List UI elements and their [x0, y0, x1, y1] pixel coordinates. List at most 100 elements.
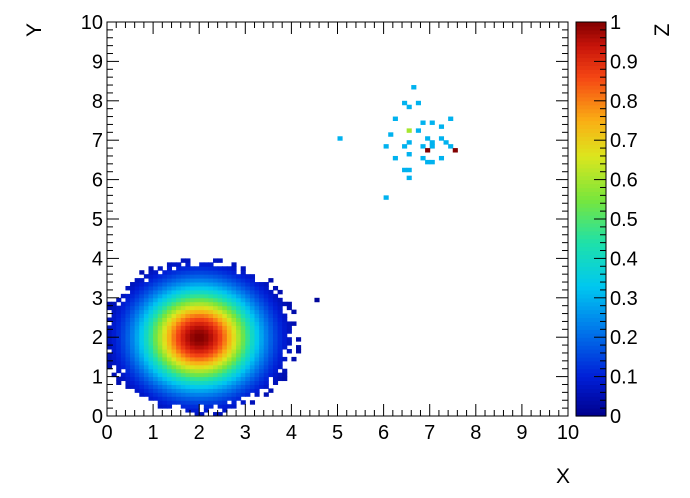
heatmap-cell [226, 376, 232, 382]
heatmap-cell [194, 380, 200, 385]
heatmap-cell [143, 333, 149, 338]
heatmap-cell [240, 278, 246, 283]
heatmap-cell [199, 266, 205, 271]
heatmap-cell [208, 305, 214, 311]
heatmap-cell [130, 337, 136, 342]
heatmap-cell [231, 333, 237, 338]
heatmap-cell [231, 317, 237, 322]
heatmap-cell [143, 341, 149, 346]
heatmap-cell [166, 282, 173, 287]
heatmap-cell [153, 372, 159, 378]
heatmap-cell [130, 317, 136, 322]
heatmap-cell [240, 368, 246, 374]
heatmap-cell [116, 341, 122, 346]
heatmap-cell [125, 349, 131, 354]
heatmap-cell [153, 392, 159, 397]
heatmap-cell [153, 282, 159, 287]
heatmap-cell [130, 285, 136, 291]
heatmap-cell [263, 360, 269, 366]
colorbar-segment [576, 112, 606, 118]
heatmap-cell [249, 282, 256, 287]
heatmap-cell [185, 293, 191, 299]
heatmap-cell [185, 368, 191, 374]
heatmap-cell [402, 167, 408, 173]
colorbar-segment [576, 372, 606, 378]
heatmap-cell [245, 285, 251, 291]
heatmap-cell [130, 341, 136, 346]
heatmap-cell [162, 321, 168, 326]
colorbar-segment [576, 270, 606, 275]
heatmap-cell [231, 404, 237, 409]
heatmap-cell [166, 285, 173, 291]
heatmap-cell [217, 384, 223, 389]
heatmap-cell [120, 376, 126, 382]
heatmap-cell [116, 325, 122, 330]
heatmap-cell [254, 293, 260, 299]
heatmap-cell [249, 325, 256, 330]
colorbar-segment [576, 352, 606, 358]
heatmap-cell [277, 317, 283, 322]
heatmap-cell [213, 352, 219, 358]
heatmap-cell [217, 356, 223, 362]
heatmap-cell [208, 388, 214, 393]
heatmap-cell [240, 329, 246, 334]
heatmap-cell [240, 313, 246, 318]
heatmap-cell [111, 352, 117, 358]
heatmap-cell [157, 278, 163, 283]
heatmap-cell [245, 392, 251, 397]
heatmap-cell [277, 329, 283, 334]
heatmap-cell [111, 356, 117, 362]
heatmap-cell [125, 333, 131, 338]
heatmap-cell [148, 282, 154, 287]
heatmap-cell [189, 345, 196, 350]
heatmap-cell [429, 144, 435, 149]
heatmap-cell [240, 321, 246, 326]
heatmap-cell [272, 313, 279, 318]
heatmap-cell [259, 317, 265, 322]
heatmap-cell [162, 341, 168, 346]
heatmap-cell [180, 380, 186, 385]
heatmap-cell [157, 305, 163, 311]
heatmap-cell [259, 333, 265, 338]
heatmap-cell [226, 384, 232, 389]
heatmap-cell [194, 270, 200, 275]
heatmap-cell [134, 297, 140, 303]
heatmap-cell [120, 341, 126, 346]
heatmap-cell [263, 368, 269, 374]
heatmap-cell [259, 309, 265, 315]
heatmap-cell [189, 372, 196, 378]
x-axis-label: X [556, 465, 570, 488]
heatmap-cell [166, 317, 173, 322]
heatmap-cell [180, 400, 186, 405]
heatmap-cell [194, 321, 200, 326]
x-tick-label: 5 [332, 422, 343, 444]
heatmap-cell [199, 396, 205, 401]
heatmap-cell [245, 345, 251, 350]
heatmap-cell [240, 341, 246, 346]
heatmap-cell [143, 372, 149, 378]
heatmap-cell [259, 372, 265, 378]
heatmap-cell [166, 333, 173, 338]
heatmap-cell [291, 309, 297, 315]
heatmap-cell [245, 364, 251, 370]
colorbar-segment [576, 297, 606, 303]
colorbar-segment [576, 333, 606, 338]
heatmap-cell [249, 305, 256, 311]
heatmap-cell [217, 293, 223, 299]
heatmap-cell [176, 337, 182, 342]
z-tick-label: 0 [610, 406, 621, 428]
heatmap-cell [222, 329, 228, 334]
heatmap-cell [194, 293, 200, 299]
heatmap-cell [282, 321, 288, 326]
heatmap-cell [162, 388, 168, 393]
heatmap-cell [171, 321, 177, 326]
heatmap-cell [185, 333, 191, 338]
heatmap-cell [203, 325, 209, 330]
heatmap-cell [222, 313, 228, 318]
heatmap-cell [166, 325, 173, 330]
heatmap-cell [185, 376, 191, 382]
heatmap-cell [240, 317, 246, 322]
heatmap-cell [199, 305, 205, 311]
heatmap-cell [143, 321, 149, 326]
heatmap-cell [208, 321, 214, 326]
